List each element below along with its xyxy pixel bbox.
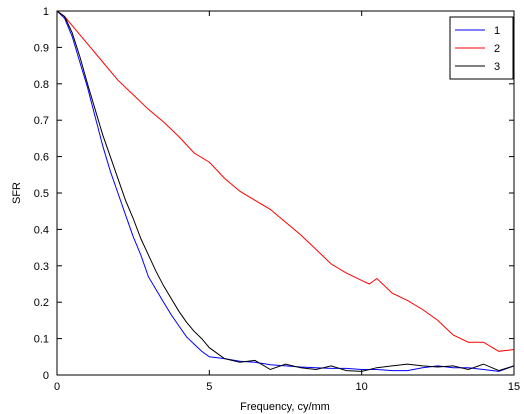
series-line-2	[56, 10, 515, 352]
y-tick-label: 0.9	[34, 42, 49, 54]
legend-label-2: 2	[494, 43, 500, 55]
y-axis-label: SFR	[11, 182, 23, 204]
plot-area	[56, 10, 515, 376]
y-tick-label: 0.6	[34, 152, 49, 164]
y-tick-label: 0.5	[34, 188, 49, 200]
x-tick-label: 5	[206, 381, 212, 393]
x-tick-label: 10	[356, 381, 368, 393]
y-tick-label: 0.8	[34, 79, 49, 91]
series-line-1	[56, 10, 515, 372]
x-tick-label: 0	[54, 381, 60, 393]
legend: 1 2 3	[449, 16, 514, 80]
x-tick-label: 15	[508, 381, 520, 393]
series-line-3	[56, 10, 515, 372]
y-tick-label: 0.2	[34, 297, 49, 309]
y-tick-label: 0.4	[34, 224, 49, 236]
y-axis: 0 0.1 0.2 0.3 0.4 0.5 0.6 0.7 0.8 0.9 1	[34, 6, 514, 382]
x-axis-label: Frequency, cy/mm	[240, 401, 330, 413]
y-tick-label: 0.3	[34, 261, 49, 273]
y-tick-label: 0	[43, 370, 49, 382]
legend-label-1: 1	[494, 25, 500, 37]
legend-label-3: 3	[494, 61, 500, 73]
series-lines	[56, 10, 515, 372]
y-tick-label: 0.7	[34, 115, 49, 127]
y-tick-label: 0.1	[34, 334, 49, 346]
x-axis: 0 5 10 15	[54, 11, 520, 393]
y-tick-label: 1	[43, 6, 49, 18]
